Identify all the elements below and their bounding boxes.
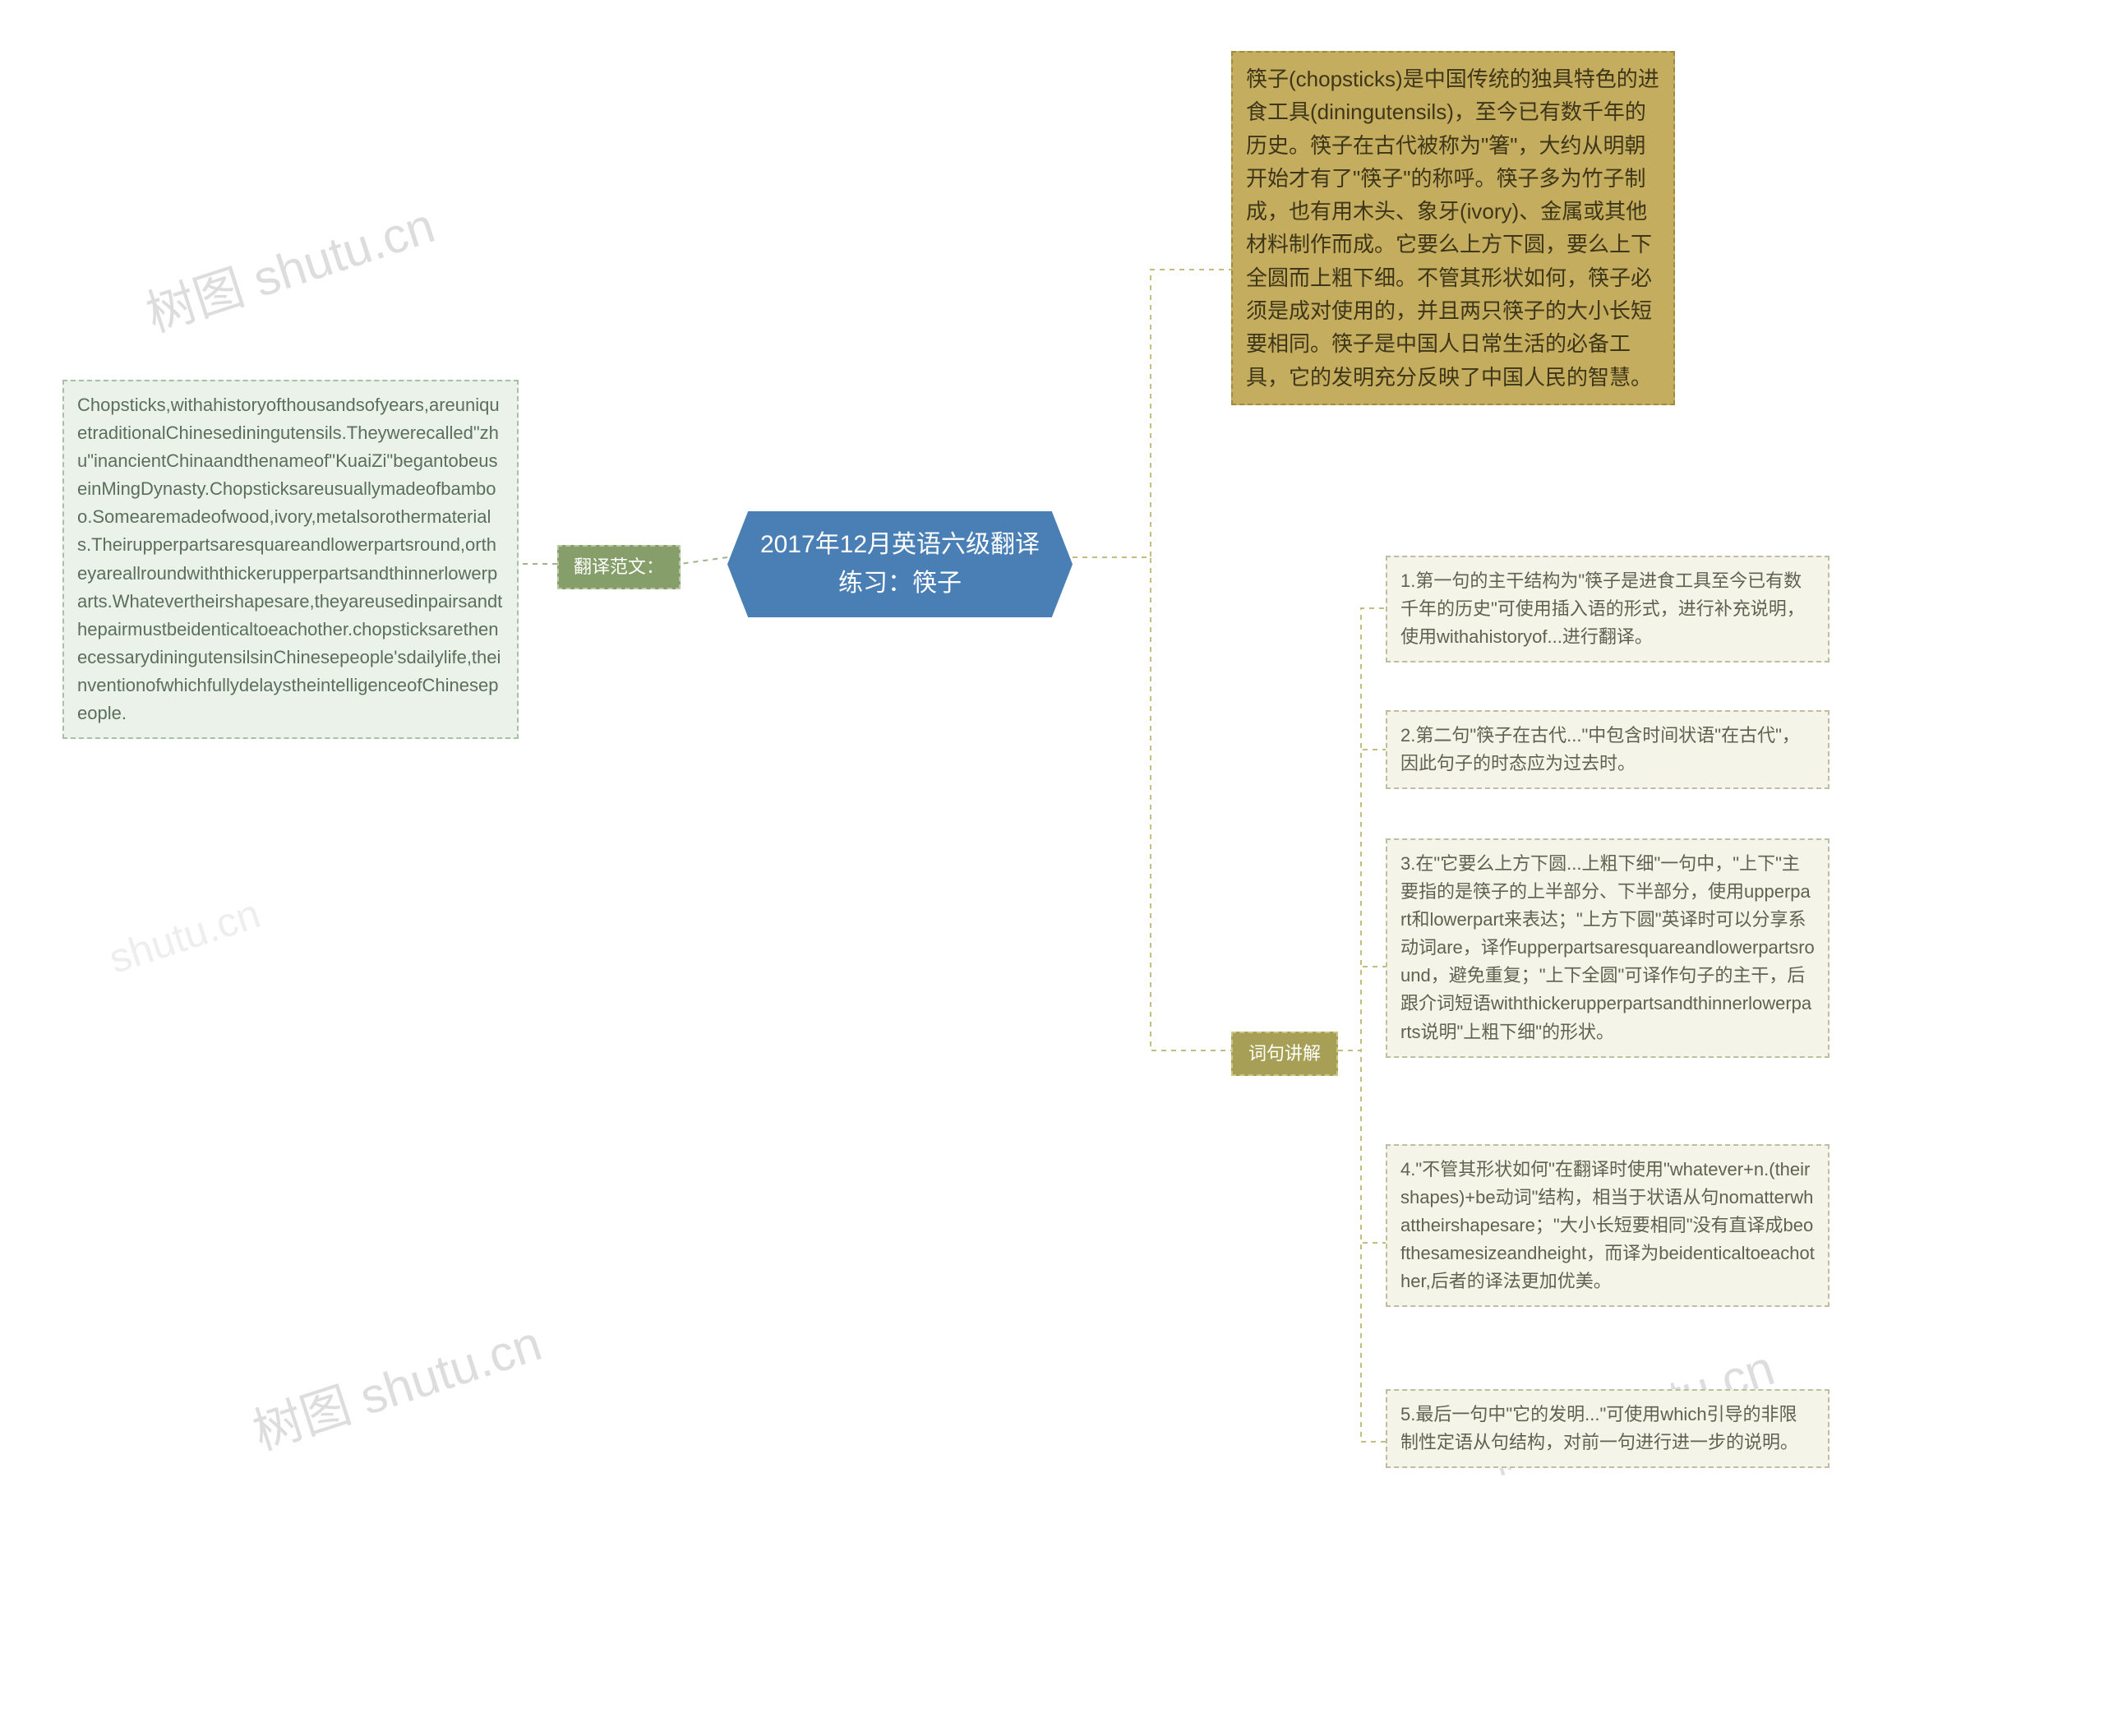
watermark: 树图 shutu.cn <box>136 186 442 346</box>
explain-item-1: 1.第一句的主干结构为"筷子是进食工具至今已有数千年的历史"可使用插入语的形式，… <box>1386 556 1829 663</box>
explain-item-2: 2.第二句"筷子在古代..."中包含时间状语"在古代"，因此句子的时态应为过去时… <box>1386 710 1829 789</box>
original-text-box: 筷子(chopsticks)是中国传统的独具特色的进食工具(dininguten… <box>1231 51 1675 405</box>
explain-label: 词句讲解 <box>1231 1032 1338 1076</box>
center-node: 2017年12月英语六级翻译 练习：筷子 <box>727 511 1073 617</box>
explain-item-3: 3.在"它要么上方下圆...上粗下细"一句中，"上下"主要指的是筷子的上半部分、… <box>1386 838 1829 1058</box>
center-title-line1: 2017年12月英语六级翻译 <box>750 526 1050 565</box>
translation-text-box: Chopsticks,withahistoryofthousandsofyear… <box>62 380 519 739</box>
watermark: 树图 shutu.cn <box>242 1304 549 1464</box>
watermark: shutu.cn <box>104 889 266 983</box>
explain-item-4: 4."不管其形状如何"在翻译时使用"whatever+n.(theirshape… <box>1386 1144 1829 1307</box>
translation-label: 翻译范文： <box>557 545 681 589</box>
center-title-line2: 练习：筷子 <box>750 565 1050 603</box>
explain-item-5: 5.最后一句中"它的发明..."可使用which引导的非限制性定语从句结构，对前… <box>1386 1389 1829 1468</box>
